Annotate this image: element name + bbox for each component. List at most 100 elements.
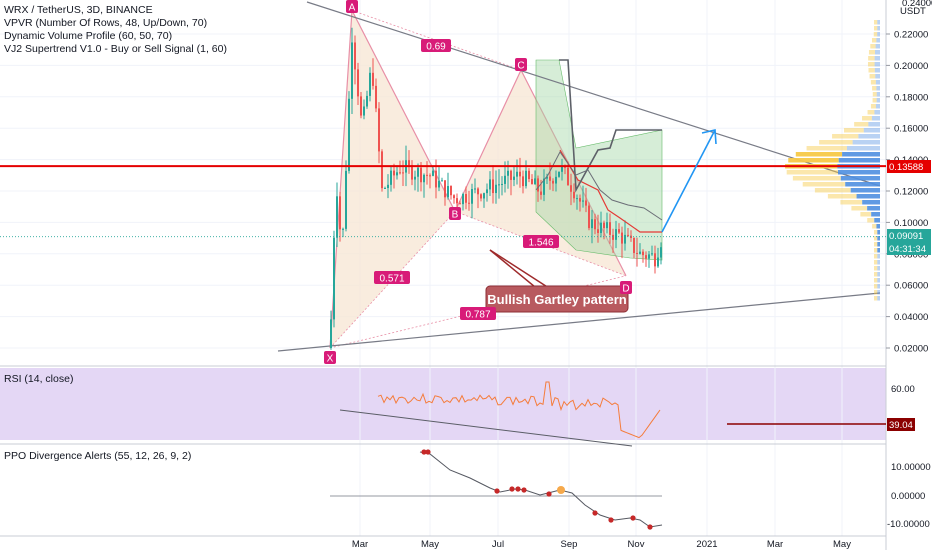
pivot-label-b: B [452,210,459,221]
volume-bar-down [874,56,880,61]
candle-body [645,255,647,259]
volume-bar-down [877,242,880,247]
price-tick-label: 0.12000 [894,187,928,198]
ppo-tick-0: 0.00000 [891,491,925,502]
lower-trendline[interactable] [277,292,881,352]
time-axis[interactable]: Mar May Jul Sep Nov 2021 Mar May [352,539,851,550]
candle-body [462,194,464,205]
countdown-tag [887,242,931,255]
candle-body [516,171,518,177]
candle-body [543,178,545,195]
volume-bar-up [872,92,877,97]
ppo-alert-dot [546,491,552,497]
candle-body [333,237,335,320]
candle-body [498,184,500,186]
candle-body [402,172,404,174]
volume-bar-down [877,230,880,235]
volume-bar-down [842,152,880,157]
time-label: May [421,539,439,550]
indicator-supertrend[interactable]: VJ2 Supertrend V1.0 - Buy or Sell Signal… [4,43,227,55]
candle-body [351,42,353,99]
candle-body [441,180,443,182]
candle-body [612,234,614,240]
candle-body [591,219,593,229]
volume-bar-down [862,200,880,205]
candle-body [426,174,428,176]
candle-body [447,186,449,198]
indicator-dvp[interactable]: Dynamic Volume Profile (60, 50, 70) [4,30,172,42]
volume-bar-down [838,170,880,175]
volume-bar-up [814,188,851,193]
candle-body [651,253,653,255]
volume-bar-up [874,266,878,271]
volume-bar-down [875,50,880,55]
volume-bar-up [860,212,872,217]
ppo-divergence-dots [421,449,653,530]
countdown-tag-text: 04:31:34 [889,244,926,255]
candle-body [615,229,617,240]
pivot-label-c: C [517,61,524,72]
candle-body [453,195,455,199]
volume-bar-down [876,38,880,43]
candle-body [387,184,389,189]
resistance-tag [887,160,931,173]
time-label: Mar [352,539,368,550]
volume-bar-down [867,206,880,211]
volume-bar-up [862,116,872,121]
candle-body [507,170,509,176]
volume-bar-down [877,26,880,31]
volume-bar-down [845,182,880,187]
callout-box[interactable] [485,285,629,313]
candle-body [486,189,488,194]
candle-body [621,232,623,244]
target-arrow[interactable] [661,129,716,233]
pivot-label-d: D [622,284,629,295]
volume-bar-down [875,44,880,49]
candle-body [642,251,644,256]
candle-body [408,160,410,166]
candle-body [438,180,440,188]
volume-bar-up [806,146,847,151]
volume-bar-up [868,56,875,61]
candle-body [435,170,437,188]
candle-body [384,188,386,190]
indicator-vpvr[interactable]: VPVR (Number Of Rows, 48, Up/Down, 70) [4,17,207,29]
candle-body [375,85,377,109]
ratio-line-bd [454,211,627,277]
ppo-alert-dot [630,515,636,521]
last-price-tag [887,229,931,242]
volume-bar-up [854,122,869,127]
candle-body [417,167,419,177]
candle-body [525,170,527,187]
candle-body [357,69,359,97]
volume-bar-down [846,146,880,151]
ratio-label-ac-bg [421,39,451,52]
ratio-label-bd-bg [523,235,559,248]
pattern-labels: A X B C D 0.69 0.571 1.546 0.787 [324,0,632,365]
candle-body [348,98,350,171]
candle-body [474,188,476,190]
volume-bar-up [874,242,878,247]
price-tick-label: 0.16000 [894,124,928,135]
upper-trendline[interactable] [306,1,881,187]
candle-body [360,96,362,116]
callout-text: Bullish Gartley pattern [487,292,626,307]
ppo-title: PPO Divergence Alerts (55, 12, 26, 9, 2) [4,450,191,462]
volume-bar-up [871,38,877,43]
pivot-label-x-bg [324,351,336,364]
volume-bar-down [875,80,880,85]
ppo-tick-10: 10.00000 [891,462,931,473]
price-axis-unit: USDT [900,6,926,17]
candle-body [390,170,392,185]
ppo-alert-dot [515,486,521,492]
time-label: Nov [628,539,645,550]
volume-profile [785,20,880,301]
time-label: May [833,539,851,550]
price-axis[interactable]: 0.220000.200000.180000.160000.140000.120… [886,30,928,355]
price-tick-label: 0.18000 [894,92,928,103]
ppo-alert-dot [509,486,515,492]
volume-bar-up [851,206,868,211]
volume-bar-up [827,194,857,199]
candle-body [432,170,434,176]
